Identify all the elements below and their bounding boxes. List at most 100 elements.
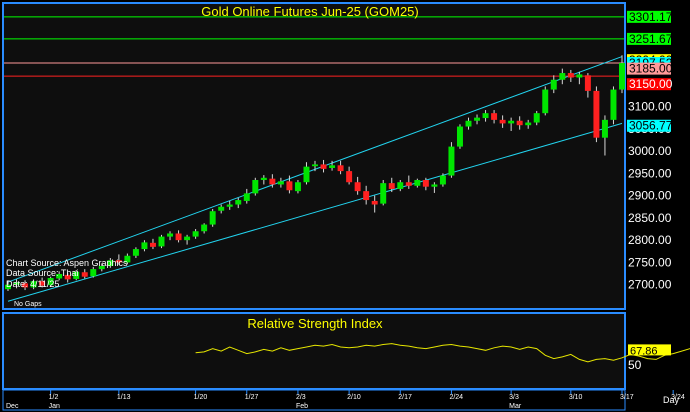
date-tick-label: 3/24 [671, 394, 685, 401]
date-tick-label: 1/2 [49, 394, 59, 401]
price-axis-ticks: 3100.003050.003000.002950.002900.002850.… [628, 99, 672, 291]
candle [491, 110, 498, 124]
candle-body [610, 89, 617, 120]
price-tick-label: 2800.00 [628, 233, 672, 247]
candle-body [201, 224, 208, 232]
date-tick-label: 2/3 [296, 394, 306, 401]
price-tick-label: 2700.00 [628, 278, 672, 292]
candle [294, 180, 301, 194]
candle-body [303, 166, 310, 183]
channel-lower-line [7, 122, 623, 302]
candle [567, 69, 574, 82]
price-tag: 3301.17 [627, 10, 673, 24]
candle [98, 263, 105, 272]
candle [167, 231, 174, 241]
price-tick-label: 2850.00 [628, 211, 672, 225]
candle-body [576, 74, 583, 78]
candle [559, 68, 566, 85]
candle-body [192, 231, 199, 237]
candle-body [550, 79, 557, 90]
rsi-level-label: 50 [628, 358, 642, 372]
candle-body [73, 271, 80, 279]
candle-body [124, 255, 131, 263]
candle-body [397, 182, 404, 189]
candle [619, 55, 625, 94]
date-tick-label: 3/3 [509, 394, 519, 401]
candle-body [448, 146, 455, 176]
candle [525, 119, 532, 129]
candle [499, 115, 506, 128]
candle [235, 197, 242, 209]
date-tick-label: 1/27 [245, 394, 259, 401]
candle-body [5, 284, 11, 290]
candle [56, 271, 63, 281]
candle-body [30, 281, 37, 288]
candle-body [269, 178, 276, 185]
price-tick-label: 2750.00 [628, 255, 672, 269]
candle [64, 273, 71, 283]
candle-body [320, 164, 327, 169]
candle-body [601, 119, 608, 138]
no-gaps-label: No Gaps [14, 301, 42, 308]
price-tag-box [627, 32, 671, 45]
date-tick-label: 1/20 [194, 394, 208, 401]
candle [192, 229, 199, 239]
price-tag-label: 3251.67 [629, 32, 673, 46]
candle [320, 159, 327, 173]
candle-body [294, 182, 301, 192]
candle-body [431, 184, 438, 187]
candle-body [312, 164, 318, 167]
candle-body [584, 75, 591, 91]
candle-body [456, 126, 463, 147]
candle [115, 254, 122, 265]
date-tick-label: 3/17 [620, 394, 634, 401]
candle-body [243, 193, 250, 201]
month-tick-label: Feb [296, 403, 308, 410]
rsi-last-value: 67.86 [630, 345, 658, 357]
candle-body [81, 272, 88, 277]
candle-body [525, 122, 532, 126]
candle [610, 86, 617, 125]
data-source-text: Data Source: Thai [6, 268, 78, 278]
candle-body [439, 175, 446, 185]
candle [81, 269, 88, 279]
date-tick-label: 3/10 [569, 394, 583, 401]
candle [184, 234, 191, 245]
candle-body [286, 181, 293, 191]
candle [388, 177, 395, 193]
candle-body [619, 63, 625, 90]
candle-body [405, 182, 412, 186]
candle-body [107, 260, 114, 267]
price-tag-label: 3301.17 [629, 10, 673, 24]
candle [329, 160, 336, 171]
candle-body [542, 89, 549, 114]
chart-source-text: Chart Source: Aspen Graphics [6, 258, 128, 268]
candle-body [158, 236, 165, 247]
price-tag-box [627, 10, 671, 23]
rsi-panel-frame [2, 312, 626, 390]
candle [13, 279, 20, 289]
date-axis-frame [2, 389, 626, 411]
candle [405, 175, 412, 189]
candle [22, 280, 29, 291]
candle [312, 160, 318, 172]
candle-body [414, 180, 421, 186]
candle [380, 180, 387, 206]
candle [516, 116, 523, 130]
candle [584, 73, 591, 98]
candle-body [226, 204, 233, 207]
candle-body [354, 182, 361, 192]
candle-body [22, 283, 29, 288]
candle [482, 110, 489, 122]
candle [303, 162, 310, 185]
date-tick-label: 2/17 [398, 394, 412, 401]
candle [175, 230, 182, 243]
candle-body [516, 120, 523, 126]
candle [39, 277, 46, 288]
candle [422, 177, 429, 191]
candle [47, 276, 54, 287]
chart-title: Gold Online Futures Jun-25 (GOM25) [201, 4, 418, 19]
rsi-last-tag: 67.86 [628, 344, 671, 357]
candle-body [64, 274, 71, 280]
